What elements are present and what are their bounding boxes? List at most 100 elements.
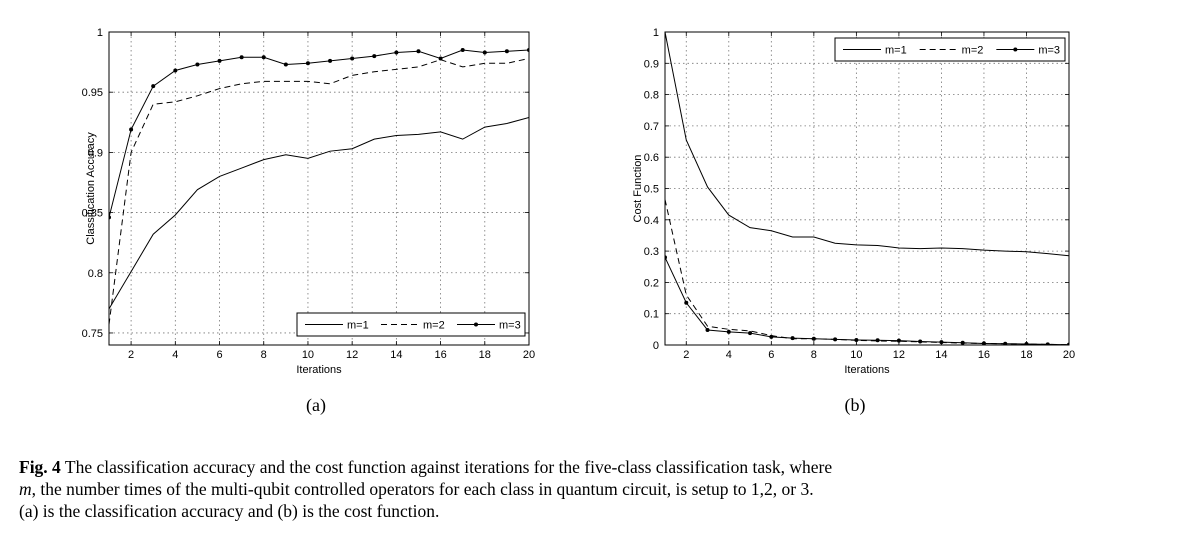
caption-variable: m: [19, 479, 32, 499]
y-tick-label: 0.6: [644, 152, 659, 164]
y-tick-label: 0.9: [88, 147, 103, 159]
data-point: [705, 327, 710, 332]
data-point: [504, 49, 509, 54]
y-tick-label: 0: [653, 340, 659, 352]
data-point: [896, 338, 901, 343]
data-point: [1045, 342, 1050, 345]
caption-line-1: The classification accuracy and the cost…: [64, 457, 833, 477]
data-point: [1067, 342, 1069, 345]
data-point: [748, 331, 753, 336]
y-axis-label: Classification Accuracy: [85, 132, 97, 245]
data-point: [726, 329, 731, 334]
legend: m=1 m=2 m=3: [834, 37, 1066, 62]
legend-marker: [474, 322, 478, 327]
plot-frame: [108, 31, 530, 346]
y-tick-label: 0.1: [644, 309, 659, 321]
legend-label-m-1: m=1: [885, 45, 907, 57]
x-tick-label: 20: [1063, 349, 1075, 361]
series-m-2: [665, 199, 1069, 345]
data-point: [460, 48, 465, 53]
y-tick-label: 1: [653, 27, 659, 39]
chart-panel-a: 2 4 6 8 10 12 14 16 18 20 0.75 0.8 0.85 0.9 0.95 1 Itera…: [82, 27, 536, 416]
panel-label: (a): [306, 395, 326, 416]
x-tick-label: 12: [893, 349, 905, 361]
data-point: [394, 50, 399, 55]
legend-marker: [1013, 47, 1018, 52]
x-tick-label: 16: [978, 349, 990, 361]
x-tick-label: 2: [128, 349, 134, 361]
data-point: [1024, 342, 1029, 345]
data-point: [129, 127, 134, 132]
x-tick-label: 20: [523, 349, 535, 361]
y-tick-label: 0.9: [644, 58, 659, 70]
data-point: [918, 339, 923, 344]
caption-line-3: (a) is the classification accuracy and (…: [19, 501, 440, 521]
data-point: [833, 337, 838, 342]
series-m-2: [109, 57, 529, 325]
x-tick-label: 18: [479, 349, 491, 361]
series-line-m-1: [109, 116, 529, 310]
y-tick-label: 0.2: [644, 277, 659, 289]
x-tick-label: 16: [434, 349, 446, 361]
data-point: [981, 341, 986, 345]
y-tick-label: 0.95: [82, 87, 103, 99]
data-point: [482, 50, 487, 55]
data-point: [438, 56, 443, 61]
data-point: [960, 340, 965, 345]
series-line-m-3: [109, 49, 529, 218]
x-axis-label: Iterations: [296, 364, 342, 376]
legend-label-m-2: m=2: [423, 320, 445, 332]
legend: m=1 m=2 m=3: [296, 312, 526, 337]
data-point: [109, 215, 111, 220]
series-line-m-2: [109, 57, 529, 325]
chart-panel-b: 2 4 6 8 10 12 14 16 18 20 0 0.1 0.2 0.3 0.4 0.5 0.6 0.7 0.…: [632, 27, 1075, 416]
figure-caption: Fig. 4 The classification accuracy and t…: [19, 456, 1169, 522]
data-point: [239, 55, 244, 60]
series-m-3: [109, 48, 529, 220]
data-point: [305, 61, 310, 66]
data-point: [283, 62, 288, 67]
y-tick-label: 0.3: [644, 246, 659, 258]
legend-label-m-2: m=2: [962, 45, 984, 57]
data-point: [684, 300, 689, 305]
y-tick-label: 0.85: [82, 208, 103, 220]
x-tick-label: 14: [935, 349, 947, 361]
data-point: [261, 55, 266, 60]
x-tick-label: 2: [683, 349, 689, 361]
x-tick-label: 10: [850, 349, 862, 361]
data-point: [195, 62, 200, 67]
data-point: [350, 56, 355, 61]
x-tick-label: 18: [1020, 349, 1032, 361]
legend-label-m-1: m=1: [347, 320, 369, 332]
data-point: [790, 336, 795, 341]
x-tick-label: 8: [811, 349, 817, 361]
data-point: [217, 58, 222, 63]
caption-line-2: , the number times of the multi-qubit co…: [31, 479, 814, 499]
data-point: [875, 338, 880, 343]
legend-label-m-3: m=3: [499, 320, 521, 332]
data-point: [854, 337, 859, 342]
data-point: [769, 334, 774, 339]
y-tick-label: 1: [97, 27, 103, 39]
x-tick-label: 4: [172, 349, 178, 361]
y-tick-label: 0.5: [644, 184, 659, 196]
x-axis-label: Iterations: [844, 364, 890, 376]
x-tick-label: 4: [726, 349, 732, 361]
y-tick-label: 0.4: [644, 215, 659, 227]
series-m-1: [109, 116, 529, 310]
data-point: [372, 54, 377, 59]
legend-label-m-3: m=3: [1038, 45, 1060, 57]
x-tick-label: 10: [302, 349, 314, 361]
x-tick-label: 6: [216, 349, 222, 361]
data-point: [328, 58, 333, 63]
panel-label: (b): [845, 395, 866, 416]
data-point: [173, 68, 178, 73]
data-point: [811, 336, 816, 341]
x-tick-label: 14: [390, 349, 402, 361]
series-line-m-3: [665, 257, 1069, 345]
data-point: [939, 340, 944, 345]
y-axis-label: Cost Function: [632, 155, 644, 223]
series-line-m-1: [665, 32, 1069, 257]
y-tick-label: 0.7: [644, 121, 659, 133]
data-point: [151, 84, 156, 89]
